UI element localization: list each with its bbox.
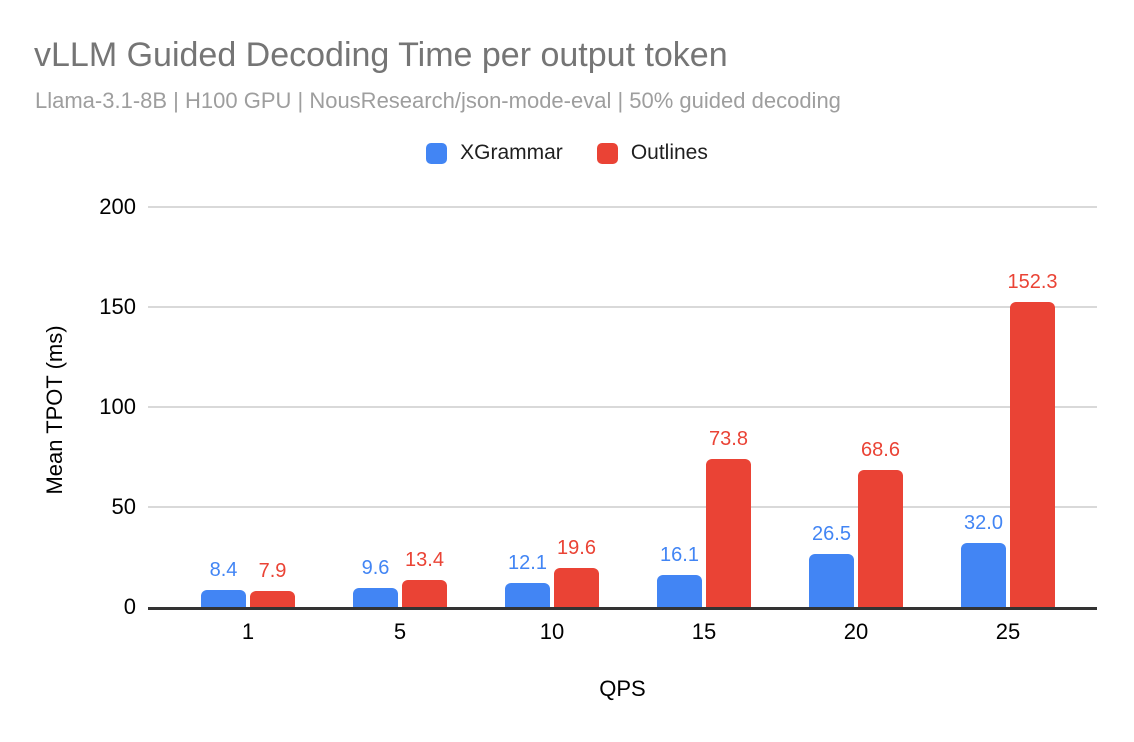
bar-group-qps-15: 16.1 73.8 15 [628,207,780,644]
gridline-100 [148,406,1097,408]
xgrammar-value-label-qps-20: 26.5 [812,523,851,545]
legend-item-outlines: Outlines [596,141,708,165]
outlines-value-label-qps-1: 7.9 [258,560,287,583]
xgrammar-bar-qps-20: 26.5 [809,523,854,607]
legend: XGrammar Outlines [0,141,1134,165]
outlines-bar-qps-20: 68.6 [858,439,903,607]
xgrammar-bar-qps-15: 16.1 [657,544,702,607]
gridline-50 [148,506,1097,508]
y-tick-label-0: 0 [123,594,136,619]
outlines-bar-qps-10: 19.6 [554,537,599,607]
outlines-bar-qps-1: 7.9 [250,560,295,607]
xgrammar-bar-qps-5: 9.6 [353,557,398,607]
chart-title: vLLM Guided Decoding Time per output tok… [34,36,728,74]
bar-group-qps-10: 12.1 19.6 10 [476,207,628,644]
gridline-150 [148,306,1097,308]
y-axis-title: Mean TPOT (ms) [42,325,67,495]
bar-pair: 16.1 73.8 [628,207,780,607]
legend-label-xgrammar: XGrammar [460,141,563,164]
x-tick-label-5: 5 [393,619,407,644]
xgrammar-bar-qps-1: 8.4 [201,559,246,607]
bar-group-qps-20: 26.5 68.6 20 [780,207,932,644]
y-tick-label-200: 200 [99,194,136,219]
xgrammar-value-label-qps-25: 32.0 [964,512,1003,534]
x-axis-line [148,607,1097,610]
xgrammar-swatch-icon [426,142,448,164]
bar-groups: 8.4 7.9 1 9.6 13.4 5 12.1 19.6 10 16.1 73.8 15 26.5 6… [172,207,1084,644]
outlines-value-label-qps-10: 19.6 [557,536,596,559]
outlines-value-label-qps-25: 152.3 [1007,271,1058,294]
outlines-value-label-qps-20: 68.6 [861,438,900,461]
xgrammar-value-label-qps-5: 9.6 [361,556,390,579]
outlines-value-label-qps-15: 73.8 [709,428,748,451]
bar-pair: 26.5 68.6 [780,207,932,607]
x-tick-label-15: 15 [691,619,717,644]
outlines-bar-qps-15: 73.8 [706,428,751,607]
bar-pair: 32.0 152.3 [932,207,1084,607]
plot-area: 8.4 7.9 1 9.6 13.4 5 12.1 19.6 10 16.1 73.8 15 26.5 6… [99,194,1097,644]
xgrammar-value-label-qps-10: 12.1 [508,551,547,574]
bar-group-qps-1: 8.4 7.9 1 [172,207,324,644]
legend-label-outlines: Outlines [630,141,708,164]
outlines-bar-qps-5: 13.4 [402,549,447,607]
y-tick-label-100: 100 [99,394,136,419]
bar-pair: 9.6 13.4 [324,207,476,607]
xgrammar-value-label-qps-1: 8.4 [209,559,238,582]
bar-group-qps-25: 32.0 152.3 25 [932,207,1084,644]
legend-item-xgrammar: XGrammar [426,141,563,165]
x-tick-label-1: 1 [241,619,255,644]
y-tick-label-50: 50 [111,494,136,519]
x-tick-label-20: 20 [843,619,869,644]
bar-group-qps-5: 9.6 13.4 5 [324,207,476,644]
outlines-bar-qps-25: 152.3 [1007,271,1058,607]
xgrammar-bar-qps-10: 12.1 [505,552,550,607]
x-axis-title: QPS [599,676,646,701]
gridline-200 [148,206,1097,208]
chart-subtitle: Llama-3.1-8B | H100 GPU | NousResearch/j… [35,88,841,113]
bar-pair: 12.1 19.6 [476,207,628,607]
bar-pair: 8.4 7.9 [172,207,324,607]
xgrammar-bar-qps-25: 32.0 [961,512,1006,607]
outlines-value-label-qps-5: 13.4 [405,549,444,572]
xgrammar-value-label-qps-15: 16.1 [660,543,699,566]
x-tick-label-25: 25 [995,619,1021,644]
outlines-swatch-icon [596,142,618,164]
x-tick-label-10: 10 [539,619,565,644]
y-tick-label-150: 150 [99,294,136,319]
